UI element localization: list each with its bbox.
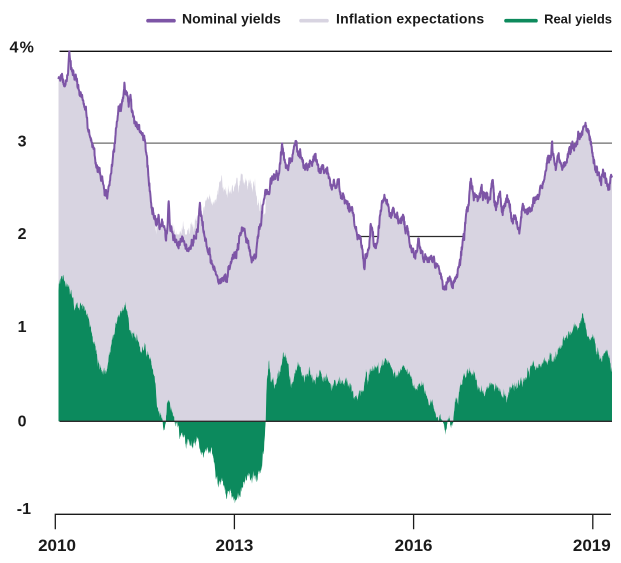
svg-text:1: 1 <box>18 319 27 336</box>
svg-text:2019: 2019 <box>573 536 611 555</box>
svg-text:Real yields: Real yields <box>544 12 612 27</box>
svg-text:-1: -1 <box>17 501 31 518</box>
svg-text:2010: 2010 <box>38 536 76 555</box>
svg-text:2: 2 <box>18 226 27 243</box>
svg-text:0: 0 <box>18 414 27 431</box>
svg-text:3: 3 <box>18 134 27 151</box>
svg-text:4%: 4% <box>9 40 35 57</box>
svg-text:2016: 2016 <box>395 536 433 555</box>
svg-text:2013: 2013 <box>215 536 253 555</box>
svg-text:Inflation expectations: Inflation expectations <box>336 11 484 27</box>
svg-text:Nominal yields: Nominal yields <box>182 11 281 27</box>
